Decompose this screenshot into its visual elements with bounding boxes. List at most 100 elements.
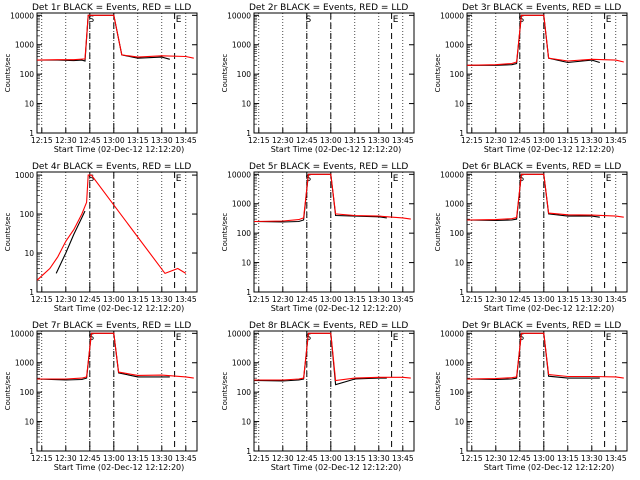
- y-tick-label: 100: [237, 70, 252, 79]
- y-tick-label: 100: [20, 210, 35, 219]
- y-tick-label: 1: [29, 288, 34, 297]
- y-tick-label: 1000: [232, 41, 251, 50]
- x-axis-label: Start Time (02-Dec-12 12:12:20): [54, 463, 185, 472]
- y-tick-label: 1: [246, 447, 251, 456]
- y-axis-label: Counts/sec: [221, 54, 229, 93]
- panel-6: Det 6r BLACK = Events, RED = LLD Counts/s…: [434, 162, 628, 313]
- panel-title: Det 7r BLACK = Events, RED = LLD: [32, 321, 191, 331]
- series-line-events: [55, 210, 86, 274]
- plot-frame: [253, 171, 415, 293]
- x-tick-label: 13:00: [533, 295, 555, 304]
- x-tick-label: 13:45: [175, 136, 197, 145]
- x-tick-label: 12:15: [31, 295, 53, 304]
- x-tick-label: 12:30: [485, 454, 507, 463]
- y-tick-label: 10000: [10, 329, 34, 338]
- x-tick-label: 12:45: [79, 454, 101, 463]
- y-tick-label: 10: [24, 100, 34, 109]
- panel-5: Det 5r BLACK = Events, RED = LLD Counts/s…: [221, 162, 415, 313]
- y-tick-label: 1: [459, 447, 464, 456]
- x-axis-label: Start Time (02-Dec-12 12:12:20): [271, 145, 402, 154]
- panel-3: Det 3r BLACK = Events, RED = LLD Counts/s…: [434, 3, 628, 154]
- end-marker: E: [176, 174, 182, 184]
- x-tick-label: 12:15: [461, 454, 483, 463]
- x-tick-label: 12:30: [55, 295, 77, 304]
- panel-title: Det 6r BLACK = Events, RED = LLD: [462, 162, 621, 172]
- x-tick-label: 13:30: [368, 136, 390, 145]
- x-tick-label: 13:15: [127, 454, 149, 463]
- x-tick-label: 13:30: [151, 295, 173, 304]
- y-tick-label: 1000: [445, 41, 464, 50]
- y-tick-label: 10000: [440, 11, 464, 20]
- y-tick-label: 10: [241, 259, 251, 268]
- series-line-lld: [37, 14, 194, 61]
- y-tick-label: 10000: [227, 170, 251, 179]
- panel-1: Det 1r BLACK = Events, RED = LLD Counts/s…: [4, 3, 198, 154]
- y-axis-label: Counts/sec: [221, 372, 229, 411]
- x-tick-label: 13:45: [392, 454, 414, 463]
- y-axis-label: Counts/sec: [221, 213, 229, 252]
- x-tick-label: 12:15: [248, 136, 270, 145]
- x-tick-label: 12:30: [272, 136, 294, 145]
- x-tick-label: 12:15: [461, 295, 483, 304]
- plot-frame: [36, 171, 198, 293]
- x-tick-label: 12:45: [296, 136, 318, 145]
- panel-title: Det 2r BLACK = Events, RED = LLD: [249, 3, 408, 13]
- x-tick-label: 12:45: [509, 136, 531, 145]
- start-marker: S: [519, 15, 525, 25]
- series-line-lld: [467, 332, 624, 380]
- y-tick-label: 100: [450, 70, 465, 79]
- x-tick-label: 13:15: [127, 295, 149, 304]
- x-axis-label: Start Time (02-Dec-12 12:12:20): [271, 304, 402, 313]
- x-tick-label: 12:15: [461, 136, 483, 145]
- x-tick-label: 13:30: [368, 295, 390, 304]
- series-line-events: [254, 173, 387, 223]
- start-marker: S: [89, 174, 95, 184]
- y-axis-label: Counts/sec: [434, 213, 442, 252]
- y-axis-label: Counts/sec: [434, 372, 442, 411]
- y-axis-label: Counts/sec: [4, 372, 12, 411]
- y-tick-label: 10: [241, 418, 251, 427]
- y-tick-label: 100: [20, 388, 35, 397]
- series-line-lld: [467, 173, 624, 221]
- end-marker: E: [176, 15, 182, 25]
- y-tick-label: 100: [237, 388, 252, 397]
- series-line-events: [467, 332, 600, 381]
- series-line-lld: [37, 174, 187, 281]
- x-tick-label: 13:45: [605, 136, 627, 145]
- series-line-lld: [37, 332, 194, 380]
- x-tick-label: 12:30: [485, 295, 507, 304]
- plot-frame: [466, 12, 628, 134]
- x-tick-label: 13:00: [103, 136, 125, 145]
- x-tick-label: 13:15: [557, 136, 579, 145]
- y-tick-label: 1000: [445, 200, 464, 209]
- y-tick-label: 1000: [232, 200, 251, 209]
- plot-frame: [36, 12, 198, 134]
- y-tick-label: 1: [459, 288, 464, 297]
- x-tick-label: 13:00: [320, 454, 342, 463]
- start-marker: S: [306, 15, 312, 25]
- x-tick-label: 12:45: [296, 454, 318, 463]
- x-tick-label: 13:45: [605, 295, 627, 304]
- start-marker: S: [89, 15, 95, 25]
- y-tick-label: 10: [24, 249, 34, 258]
- x-tick-label: 12:45: [79, 295, 101, 304]
- end-marker: E: [393, 15, 399, 25]
- x-tick-label: 13:30: [581, 136, 603, 145]
- panel-title: Det 9r BLACK = Events, RED = LLD: [462, 321, 621, 331]
- panel-4: Det 4r BLACK = Events, RED = LLD Counts/s…: [4, 162, 198, 313]
- y-tick-label: 10: [454, 100, 464, 109]
- x-tick-label: 13:00: [103, 454, 125, 463]
- series-line-events: [467, 14, 600, 66]
- y-axis-label: Counts/sec: [4, 213, 12, 252]
- x-tick-label: 12:15: [248, 454, 270, 463]
- x-tick-label: 13:30: [151, 454, 173, 463]
- x-tick-label: 13:15: [127, 136, 149, 145]
- series-line-events: [467, 173, 600, 222]
- start-marker: S: [306, 174, 312, 184]
- plot-frame: [36, 330, 198, 452]
- x-tick-label: 13:45: [392, 136, 414, 145]
- start-marker: S: [306, 333, 312, 343]
- y-tick-label: 100: [450, 229, 465, 238]
- y-tick-label: 1000: [15, 359, 34, 368]
